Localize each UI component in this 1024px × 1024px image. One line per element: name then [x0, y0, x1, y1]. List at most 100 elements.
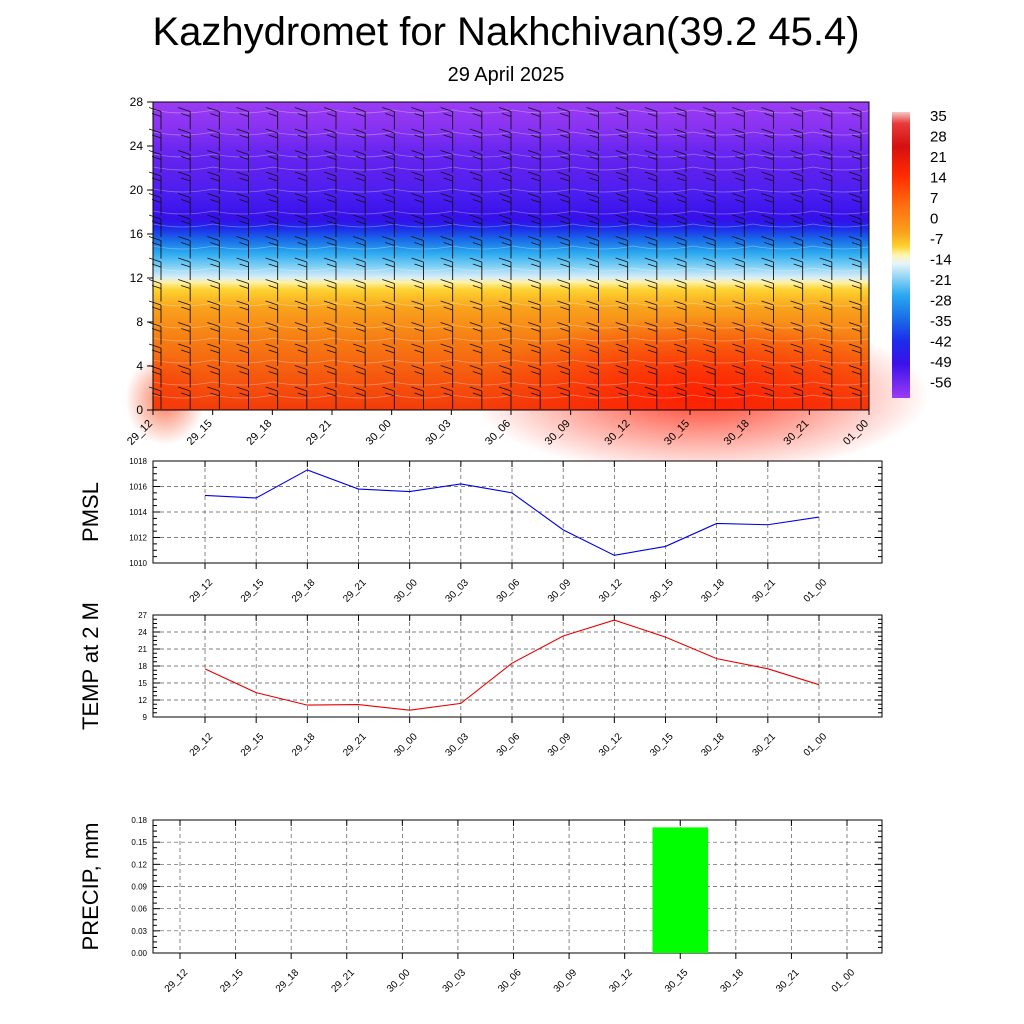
wind-barb: [848, 171, 862, 177]
wind-barb: [851, 392, 862, 397]
wind-barb: [268, 306, 278, 311]
wind-barb: [586, 214, 599, 220]
wind-barb: [761, 214, 774, 220]
wind-barb: [615, 386, 628, 392]
wind-barb: [353, 343, 366, 349]
wind-barb: [181, 349, 191, 354]
wind-barb: [236, 171, 249, 177]
wind-barb: [560, 285, 570, 289]
wind-barb: [647, 371, 657, 375]
wind-barb: [560, 199, 570, 203]
wind-barb: [210, 371, 220, 375]
wind-barb: [589, 371, 599, 375]
wind-barb: [501, 349, 512, 354]
wind-barb: [531, 371, 541, 375]
wind-barb: [673, 279, 687, 284]
wind-barb: [323, 214, 337, 220]
wind-barb: [761, 386, 774, 392]
wind-barb: [848, 343, 862, 349]
wind-barb: [764, 371, 774, 375]
wind-barb: [440, 322, 453, 327]
wind-barb: [294, 386, 307, 392]
wind-barb: [589, 306, 599, 311]
wind-barb: [178, 300, 191, 306]
wind-barb: [735, 306, 745, 311]
wind-barb: [239, 242, 249, 246]
wind-barb: [557, 343, 570, 349]
x-tick-label: 30_21: [751, 731, 779, 759]
wind-barb: [472, 242, 482, 246]
wind-barb: [531, 177, 541, 182]
wind-barb: [790, 193, 803, 198]
wind-barb: [851, 156, 862, 160]
wind-barb: [560, 242, 570, 246]
wind-barb: [761, 279, 774, 284]
wind-barb: [822, 392, 832, 397]
wind-barb: [819, 257, 832, 263]
wind-barb: [472, 263, 482, 268]
wind-barb: [353, 128, 366, 134]
wind-barbs: [148, 107, 862, 409]
wind-barb: [822, 285, 832, 289]
wind-barb: [586, 300, 599, 306]
wind-barb: [586, 365, 599, 370]
wind-barb: [557, 107, 570, 112]
wind-barb: [353, 150, 366, 155]
wind-barb: [644, 386, 657, 392]
wind-barb: [822, 220, 832, 225]
wind-barb: [440, 107, 453, 112]
wind-barb: [819, 107, 832, 112]
wind-barb: [848, 128, 862, 134]
wind-barb: [207, 386, 220, 392]
wind-barb: [676, 328, 687, 332]
wind-barb: [236, 322, 249, 327]
wind-barb: [440, 193, 453, 198]
wind-barb: [148, 171, 162, 177]
wind-barb: [501, 220, 512, 225]
wind-barb: [265, 322, 278, 327]
wind-barb: [148, 236, 162, 241]
wind-barb: [151, 349, 162, 354]
colorbar-label: 35: [930, 108, 947, 125]
wind-barb: [761, 171, 774, 177]
wind-barb: [557, 257, 570, 263]
wind-barb: [443, 349, 453, 354]
wind-barb: [528, 150, 541, 155]
wind-barb: [851, 199, 862, 203]
wind-barb: [385, 263, 395, 268]
x-tick-label: 30_03: [441, 967, 469, 995]
wind-barb: [732, 300, 745, 306]
wind-barb: [323, 343, 337, 349]
wind-barb: [443, 199, 453, 203]
wind-barb: [528, 107, 541, 112]
wind-barb: [498, 300, 512, 306]
wind-barb: [323, 128, 337, 134]
wind-barb: [703, 193, 716, 198]
wind-barb: [294, 365, 307, 370]
wind-barb: [353, 386, 366, 392]
wind-barb: [294, 343, 307, 349]
wind-barb: [443, 242, 453, 246]
colorbar-label: -35: [930, 313, 952, 330]
wind-barb: [848, 300, 862, 306]
y-tick-label: 28: [130, 95, 144, 109]
wind-barb: [207, 128, 220, 134]
wind-barb: [440, 300, 453, 306]
wind-barb: [443, 392, 453, 397]
colorbar-label: 21: [930, 149, 947, 166]
wind-barb: [148, 279, 162, 284]
wind-barb: [848, 236, 862, 241]
wind-barb: [706, 371, 716, 375]
wind-barb: [151, 134, 162, 139]
wind-barb: [498, 343, 512, 349]
wind-barb: [647, 220, 657, 225]
wind-barb: [498, 386, 512, 392]
wind-barb: [644, 171, 657, 177]
wind-barb: [557, 128, 570, 134]
wind-barb: [207, 343, 220, 349]
wind-barb: [236, 365, 249, 370]
wind-barb: [764, 134, 774, 139]
wind-barb: [498, 128, 512, 134]
wind-barb: [615, 279, 628, 284]
wind-barb: [790, 365, 803, 370]
